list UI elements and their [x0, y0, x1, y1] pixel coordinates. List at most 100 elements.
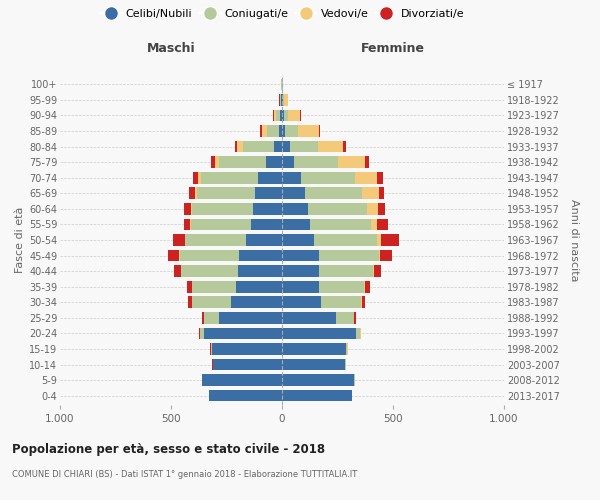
- Bar: [204, 312, 219, 324]
- Bar: [310, 218, 371, 230]
- Bar: [280, 125, 282, 137]
- Bar: [236, 281, 282, 292]
- Text: Femmine: Femmine: [361, 42, 425, 55]
- Bar: [211, 156, 215, 168]
- Bar: [235, 141, 237, 152]
- Bar: [202, 374, 282, 386]
- Bar: [276, 110, 280, 122]
- Bar: [379, 188, 384, 199]
- Bar: [239, 250, 282, 262]
- Bar: [267, 125, 280, 137]
- Bar: [175, 266, 181, 277]
- Legend: Celibi/Nubili, Coniugati/e, Vedovi/e, Divorziati/e: Celibi/Nubili, Coniugati/e, Vedovi/e, Di…: [95, 4, 469, 24]
- Bar: [371, 218, 377, 230]
- Bar: [219, 156, 266, 168]
- Bar: [219, 312, 282, 324]
- Bar: [262, 125, 267, 137]
- Bar: [274, 141, 282, 152]
- Bar: [356, 328, 361, 339]
- Bar: [204, 328, 282, 339]
- Bar: [377, 172, 383, 184]
- Bar: [179, 250, 180, 262]
- Bar: [273, 110, 274, 122]
- Bar: [305, 188, 362, 199]
- Bar: [195, 188, 197, 199]
- Bar: [202, 312, 204, 324]
- Bar: [211, 343, 212, 355]
- Bar: [373, 266, 374, 277]
- Bar: [282, 312, 337, 324]
- Bar: [243, 141, 274, 152]
- Bar: [282, 94, 283, 106]
- Bar: [317, 141, 343, 152]
- Bar: [374, 266, 381, 277]
- Bar: [274, 110, 276, 122]
- Y-axis label: Fasce di età: Fasce di età: [14, 207, 25, 273]
- Bar: [187, 281, 191, 292]
- Bar: [281, 94, 282, 106]
- Bar: [237, 141, 243, 152]
- Bar: [300, 110, 301, 122]
- Bar: [286, 125, 298, 137]
- Bar: [282, 266, 319, 277]
- Bar: [282, 203, 308, 214]
- Bar: [367, 203, 378, 214]
- Bar: [282, 110, 284, 122]
- Bar: [213, 358, 282, 370]
- Bar: [354, 312, 356, 324]
- Bar: [282, 390, 352, 402]
- Text: COMUNE DI CHIARI (BS) - Dati ISTAT 1° gennaio 2018 - Elaborazione TUTTITALIA.IT: COMUNE DI CHIARI (BS) - Dati ISTAT 1° ge…: [12, 470, 357, 479]
- Bar: [185, 234, 247, 246]
- Bar: [379, 250, 380, 262]
- Bar: [343, 141, 346, 152]
- Bar: [231, 296, 282, 308]
- Bar: [256, 188, 282, 199]
- Y-axis label: Anni di nascita: Anni di nascita: [569, 198, 579, 281]
- Bar: [282, 281, 319, 292]
- Text: Maschi: Maschi: [146, 42, 196, 55]
- Bar: [199, 328, 200, 339]
- Bar: [282, 296, 321, 308]
- Bar: [184, 203, 191, 214]
- Bar: [321, 296, 361, 308]
- Bar: [212, 343, 282, 355]
- Bar: [191, 203, 192, 214]
- Bar: [251, 218, 282, 230]
- Bar: [253, 203, 282, 214]
- Bar: [238, 266, 282, 277]
- Bar: [181, 266, 238, 277]
- Bar: [247, 234, 282, 246]
- Bar: [337, 312, 354, 324]
- Bar: [173, 234, 185, 246]
- Bar: [319, 125, 320, 137]
- Bar: [282, 374, 354, 386]
- Bar: [378, 203, 385, 214]
- Bar: [282, 234, 314, 246]
- Bar: [288, 110, 300, 122]
- Bar: [284, 110, 288, 122]
- Bar: [190, 218, 191, 230]
- Bar: [215, 156, 219, 168]
- Bar: [337, 156, 365, 168]
- Text: Popolazione per età, sesso e stato civile - 2018: Popolazione per età, sesso e stato civil…: [12, 442, 325, 456]
- Bar: [377, 234, 382, 246]
- Bar: [209, 390, 282, 402]
- Bar: [282, 328, 356, 339]
- Bar: [308, 203, 367, 214]
- Bar: [365, 156, 369, 168]
- Bar: [282, 125, 286, 137]
- Bar: [167, 250, 179, 262]
- Bar: [199, 172, 201, 184]
- Bar: [280, 94, 281, 106]
- Bar: [212, 358, 213, 370]
- Bar: [257, 172, 282, 184]
- Bar: [180, 250, 239, 262]
- Bar: [298, 125, 319, 137]
- Bar: [301, 172, 355, 184]
- Bar: [319, 266, 373, 277]
- Bar: [192, 203, 253, 214]
- Bar: [362, 188, 379, 199]
- Bar: [314, 234, 377, 246]
- Bar: [191, 218, 251, 230]
- Bar: [192, 281, 236, 292]
